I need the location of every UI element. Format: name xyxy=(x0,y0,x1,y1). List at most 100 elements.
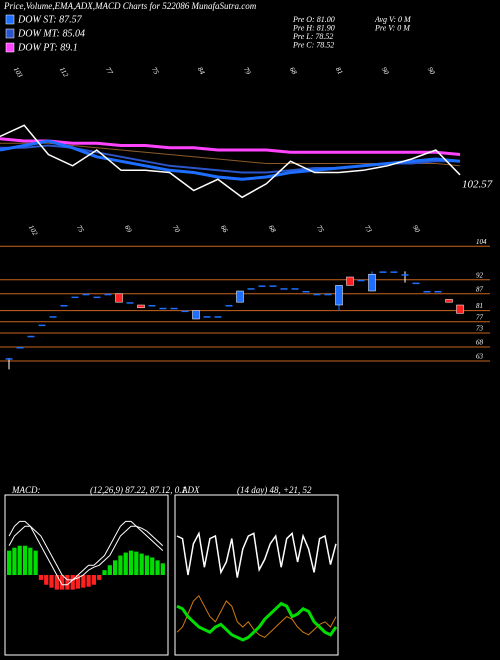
bottom-label: 69 xyxy=(123,224,134,234)
histogram-bar xyxy=(65,575,70,590)
candle-body xyxy=(159,307,167,310)
legend-swatch xyxy=(5,28,15,39)
panel-title: MACD: xyxy=(11,485,41,495)
top-label: 79 xyxy=(242,66,253,76)
legend-swatch xyxy=(5,14,15,25)
candle-body xyxy=(49,316,57,318)
candle-body xyxy=(203,316,211,318)
bottom-label: 75 xyxy=(315,224,326,234)
histogram-bar xyxy=(22,545,28,575)
candle-body xyxy=(71,296,79,299)
legend-label: DOW PT: 89.1 xyxy=(17,42,78,53)
histogram-bar xyxy=(70,575,75,590)
series-line xyxy=(0,124,461,199)
histogram-bar xyxy=(49,575,54,588)
top-label: 68 xyxy=(288,66,299,76)
candle-body xyxy=(104,293,112,296)
candle-body xyxy=(412,282,420,285)
histogram-bar xyxy=(160,563,165,575)
candle-body xyxy=(401,274,409,276)
price-tick-label: 73 xyxy=(476,325,484,333)
candle-body xyxy=(115,293,123,303)
price-tick-label: 77 xyxy=(476,313,484,321)
bottom-label: 68 xyxy=(267,224,278,234)
histogram-bar xyxy=(7,550,12,575)
candle-body xyxy=(335,285,343,306)
stat: Pre V: 0 M xyxy=(374,23,411,32)
histogram-bar xyxy=(107,565,112,575)
histogram-bar xyxy=(17,545,22,575)
series-line xyxy=(0,139,461,181)
candle-body xyxy=(82,293,90,296)
legend-label: DOW ST: 87.57 xyxy=(17,14,83,25)
top-label: 81 xyxy=(334,66,344,76)
macd-frame xyxy=(4,494,169,656)
candle-body xyxy=(346,276,354,286)
candle-body xyxy=(236,290,244,303)
candle-body xyxy=(170,307,178,310)
histogram-bar xyxy=(97,575,102,580)
histogram-bar xyxy=(118,555,123,575)
histogram-bar xyxy=(28,547,33,575)
candle-body xyxy=(357,279,365,282)
price-tick-label: 104 xyxy=(476,238,487,246)
bottom-label: 70 xyxy=(171,224,182,234)
price-tick-label: 68 xyxy=(476,339,484,347)
adx-frame xyxy=(174,494,339,656)
stat: Pre H: 81.90 xyxy=(292,23,335,32)
legend-label: DOW MT: 85.04 xyxy=(17,28,85,39)
candle-body xyxy=(390,271,398,273)
histogram-bar xyxy=(139,553,144,575)
candle-body xyxy=(368,273,376,292)
candle-body xyxy=(16,347,24,349)
candle-body xyxy=(192,310,200,320)
histogram-bar xyxy=(75,575,81,589)
stat: Avg V: 0 M xyxy=(374,15,412,24)
candle-body xyxy=(379,271,387,273)
candle-body xyxy=(214,316,222,318)
candle-body xyxy=(60,305,68,307)
stat: Pre O: 81.00 xyxy=(292,15,335,24)
histogram-bar xyxy=(134,551,139,575)
series-line xyxy=(0,137,461,156)
candle-body xyxy=(38,324,46,327)
candle-body xyxy=(126,302,134,304)
candle-body xyxy=(247,288,255,290)
price-tick-label: 63 xyxy=(476,353,484,361)
histogram-bar xyxy=(54,575,59,590)
candle-body xyxy=(423,291,431,293)
stat: Pre C: 78.52 xyxy=(292,40,334,49)
panel-subtitle: (12,26,9) 87.22, 87.12, 0.1 xyxy=(90,485,186,495)
last-price: 102.57 xyxy=(462,179,493,191)
bottom-label: 75 xyxy=(75,224,86,234)
histogram-bar xyxy=(155,560,160,575)
candle-body xyxy=(5,358,13,360)
candle-body xyxy=(280,288,288,290)
top-label: 90 xyxy=(380,66,391,76)
candle-body xyxy=(137,304,145,309)
candle-body xyxy=(93,296,101,299)
histogram-bar xyxy=(81,575,86,588)
histogram-bar xyxy=(150,557,155,575)
candle-body xyxy=(313,293,321,296)
macd-line xyxy=(8,525,164,581)
legend-swatch xyxy=(5,42,15,53)
bottom-label: 90 xyxy=(411,224,422,234)
top-label: 75 xyxy=(150,66,161,76)
top-label: 84 xyxy=(196,66,207,76)
histogram-bar xyxy=(128,550,134,575)
series-line xyxy=(176,594,337,638)
price-tick-label: 92 xyxy=(476,271,484,279)
panel-subtitle: (14 day) 48, +21, 52 xyxy=(237,485,312,495)
top-label: 77 xyxy=(104,66,115,76)
price-tick-label: 81 xyxy=(476,302,483,310)
bottom-label: 66 xyxy=(219,224,230,234)
candle-body xyxy=(225,305,233,307)
top-label: 90 xyxy=(426,66,437,76)
histogram-bar xyxy=(38,575,44,580)
histogram-bar xyxy=(113,560,118,575)
histogram-bar xyxy=(12,547,17,575)
candle-body xyxy=(445,299,453,303)
histogram-bar xyxy=(60,575,65,590)
